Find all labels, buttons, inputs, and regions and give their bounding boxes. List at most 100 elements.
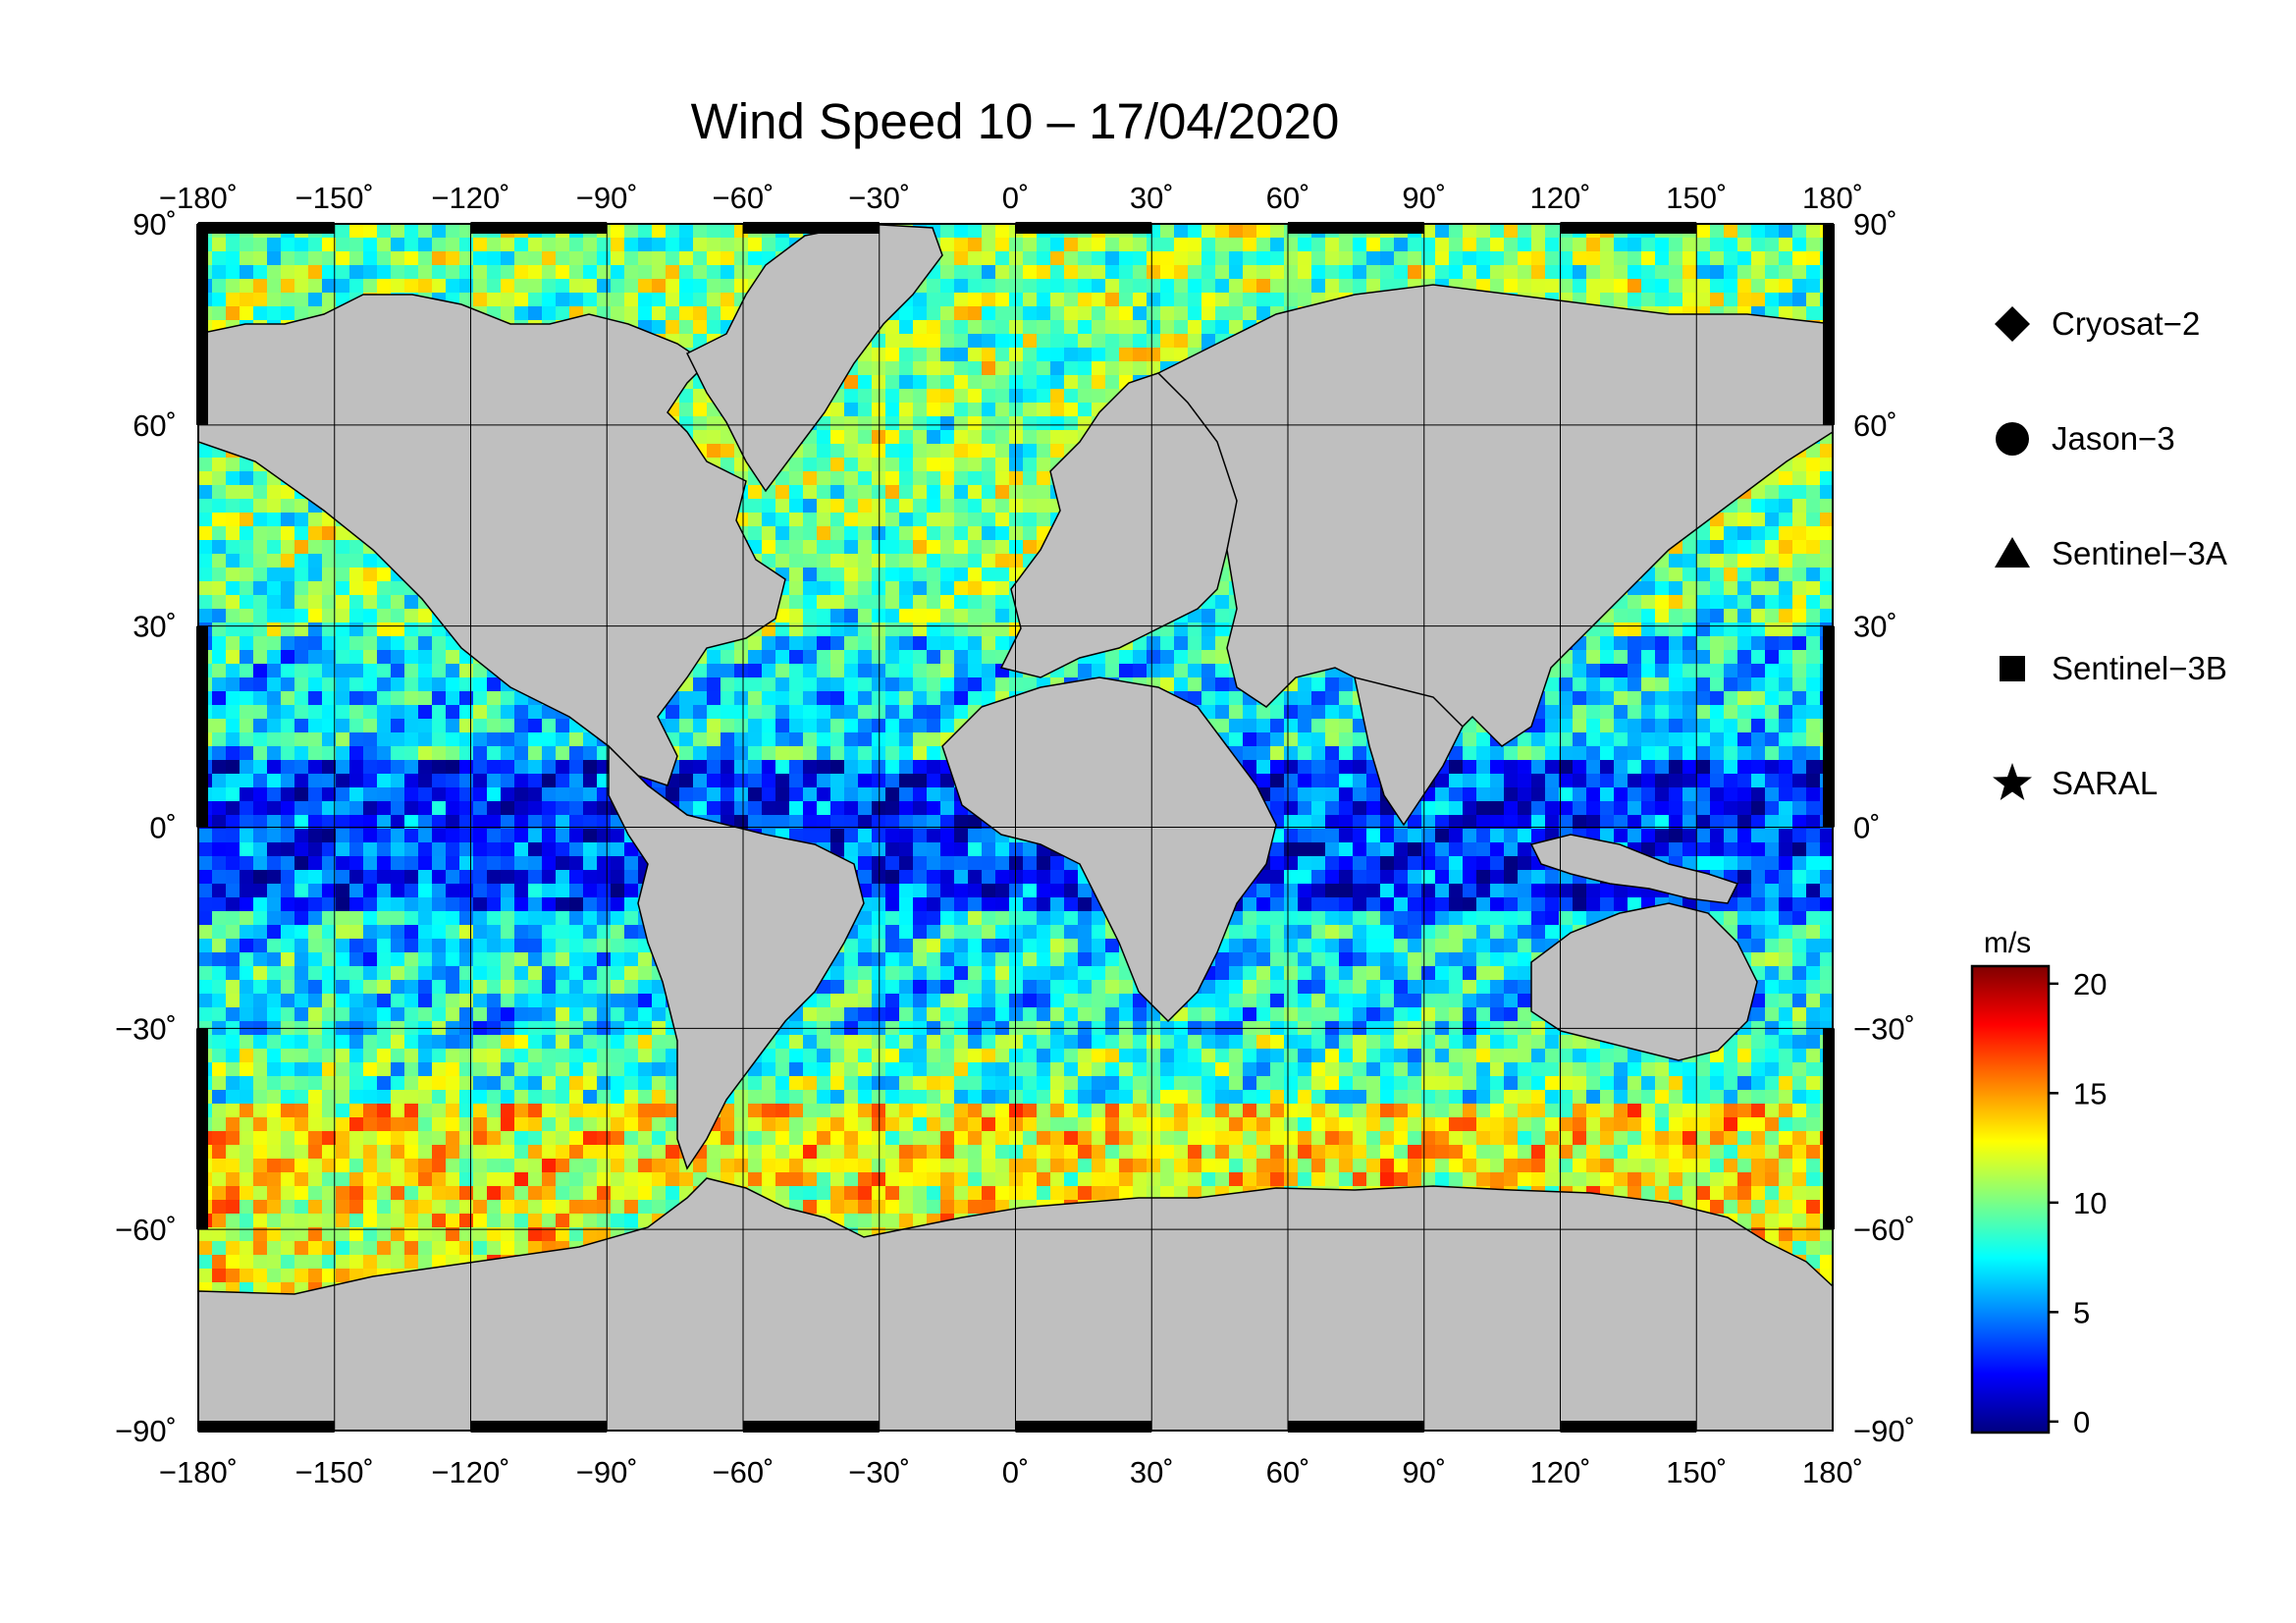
wind-cell	[198, 513, 212, 526]
wind-cell	[803, 526, 817, 540]
wind-cell	[1133, 334, 1147, 348]
wind-cell	[1270, 746, 1284, 760]
wind-cell	[1284, 293, 1298, 306]
wind-cell	[1284, 760, 1298, 774]
wind-cell	[597, 279, 611, 293]
wind-cell	[1710, 787, 1724, 801]
wind-cell	[1806, 691, 1820, 705]
wind-cell	[830, 499, 844, 513]
wind-cell	[1820, 513, 1833, 526]
wind-cell	[1737, 554, 1751, 568]
wind-cell	[240, 581, 253, 595]
wind-cell	[913, 416, 927, 430]
wind-cell	[707, 760, 721, 774]
wind-cell	[1710, 293, 1724, 306]
wind-cell	[294, 279, 308, 293]
wind-cell	[377, 224, 391, 238]
wind-cell	[775, 760, 789, 774]
wind-cell	[404, 746, 418, 760]
wind-cell	[1545, 746, 1559, 760]
wind-cell	[418, 677, 432, 691]
wind-cell	[569, 787, 583, 801]
wind-cell	[1669, 664, 1682, 677]
wind-cell	[652, 279, 666, 293]
wind-cell	[624, 293, 638, 306]
wind-cell	[294, 238, 308, 251]
wind-cell	[226, 732, 240, 746]
wind-cell	[940, 664, 954, 677]
wind-cell	[1724, 581, 1737, 595]
wind-cell	[404, 719, 418, 732]
wind-cell	[377, 609, 391, 622]
wind-cell	[1463, 224, 1476, 238]
wind-cell	[432, 650, 446, 664]
wind-cell	[899, 664, 913, 677]
wind-cell	[844, 650, 858, 664]
wind-cell	[817, 526, 830, 540]
wind-cell	[693, 719, 707, 732]
wind-cell	[858, 622, 872, 636]
wind-cell	[913, 622, 927, 636]
wind-cell	[542, 760, 556, 774]
wind-cell	[1600, 279, 1614, 293]
wind-cell	[1765, 732, 1779, 746]
wind-cell	[459, 238, 473, 251]
wind-cell	[1724, 293, 1737, 306]
wind-cell	[240, 691, 253, 705]
wind-cell	[1078, 238, 1092, 251]
wind-cell	[1641, 677, 1655, 691]
wind-cell	[459, 251, 473, 265]
wind-cell	[1669, 279, 1682, 293]
wind-cell	[913, 595, 927, 609]
wind-cell	[1765, 251, 1779, 265]
wind-cell	[1655, 650, 1669, 664]
wind-cell	[1050, 334, 1064, 348]
wind-cell	[226, 677, 240, 691]
wind-cell	[1270, 719, 1284, 732]
wind-cell	[1792, 554, 1806, 568]
wind-cell	[913, 705, 927, 719]
wind-cell	[336, 279, 349, 293]
wind-cell	[1779, 499, 1792, 513]
wind-cell	[885, 677, 899, 691]
wind-cell	[1792, 609, 1806, 622]
wind-cell	[968, 361, 982, 375]
wind-cell	[446, 279, 459, 293]
wind-cell	[1792, 293, 1806, 306]
wind-cell	[1119, 334, 1133, 348]
wind-cell	[1215, 677, 1229, 691]
wind-cell	[1188, 251, 1201, 265]
wind-cell	[1682, 636, 1696, 650]
wind-cell	[830, 568, 844, 581]
wind-cell	[1724, 787, 1737, 801]
wind-cell	[762, 636, 775, 650]
wind-cell	[1737, 595, 1751, 609]
wind-cell	[308, 554, 322, 568]
wind-cell	[281, 513, 294, 526]
wind-cell	[1682, 664, 1696, 677]
wind-cell	[294, 719, 308, 732]
wind-cell	[1215, 251, 1229, 265]
wind-cell	[1682, 705, 1696, 719]
wind-cell	[927, 471, 940, 485]
wind-cell	[968, 499, 982, 513]
wind-cell	[1559, 705, 1573, 719]
wind-cell	[1779, 595, 1792, 609]
wind-cell	[1023, 430, 1037, 444]
wind-cell	[954, 471, 968, 485]
wind-cell	[1806, 499, 1820, 513]
wind-cell	[336, 265, 349, 279]
wind-cell	[1669, 293, 1682, 306]
wind-cell	[1614, 691, 1628, 705]
wind-cell	[1256, 760, 1270, 774]
wind-cell	[377, 691, 391, 705]
wind-cell	[1779, 691, 1792, 705]
wind-cell	[679, 746, 693, 760]
wind-cell	[1037, 416, 1050, 430]
wind-cell	[844, 609, 858, 622]
wind-cell	[363, 650, 377, 664]
wind-cell	[1160, 334, 1174, 348]
wind-cell	[707, 444, 721, 458]
wind-cell	[391, 705, 404, 719]
wind-cell	[844, 471, 858, 485]
